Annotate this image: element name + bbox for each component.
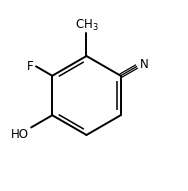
Text: N: N [139,58,148,71]
Text: CH$_3$: CH$_3$ [75,17,98,32]
Text: F: F [27,60,34,73]
Text: HO: HO [11,128,29,141]
